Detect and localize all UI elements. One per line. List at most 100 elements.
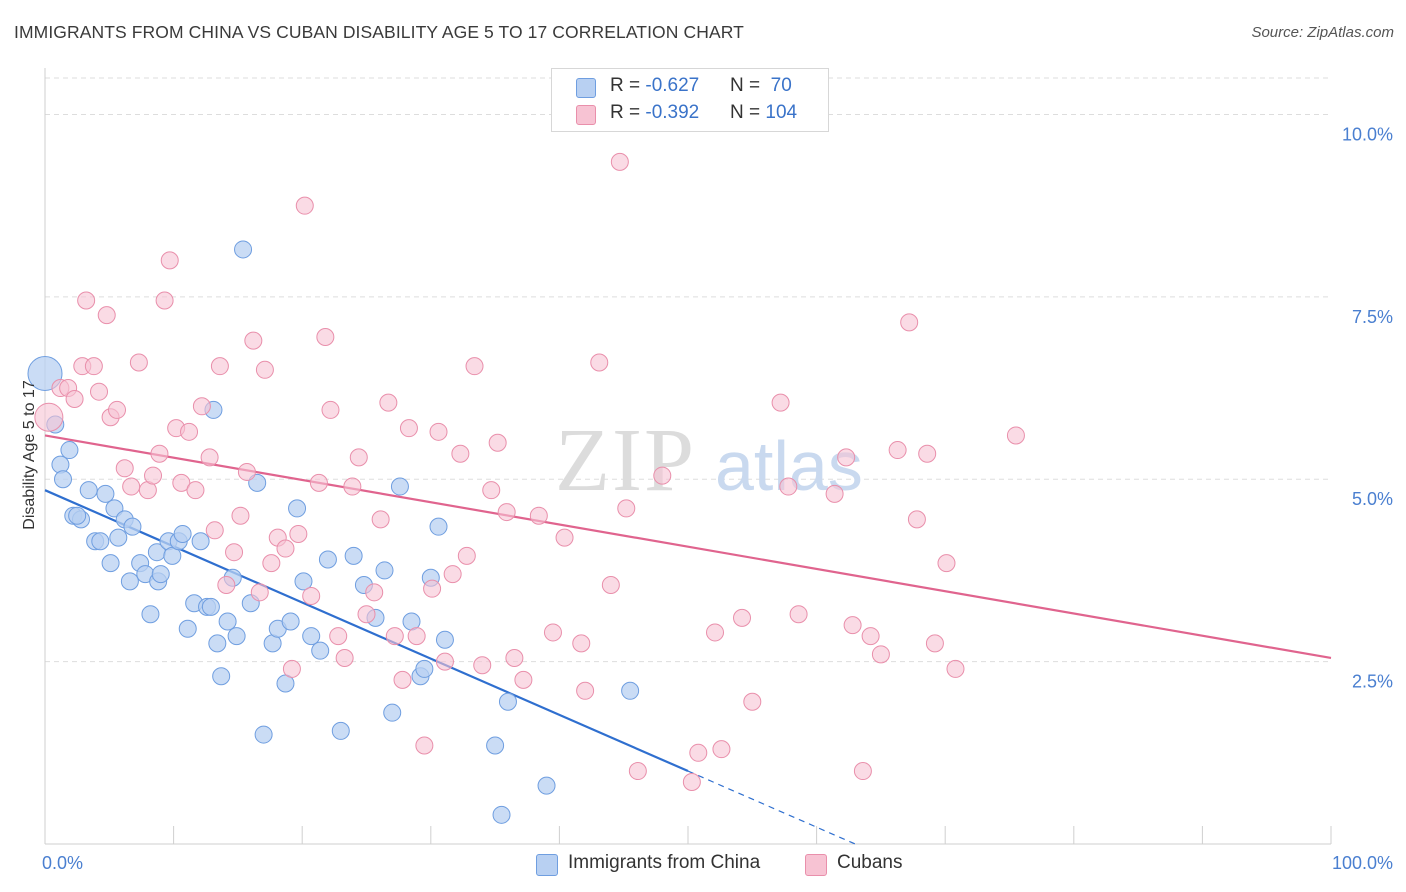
cuban-point <box>529 506 548 525</box>
cuban-point <box>316 327 335 346</box>
bottom-legend-label-china: Immigrants from China <box>568 852 761 873</box>
cuban-point <box>357 605 376 624</box>
china-point <box>54 470 73 489</box>
cuban-point <box>309 473 328 492</box>
china-point <box>151 565 170 584</box>
cuban-point <box>907 510 926 529</box>
cuban-point <box>399 419 418 438</box>
cuban-point <box>825 484 844 503</box>
china-point <box>109 528 128 547</box>
china-point <box>537 776 556 795</box>
china-point <box>492 805 511 824</box>
china-point <box>486 736 505 755</box>
china-point <box>120 572 139 591</box>
china-point <box>227 627 246 646</box>
cuban-point <box>250 583 269 602</box>
cuban-point <box>925 634 944 653</box>
cuban-point <box>349 448 368 467</box>
cuban-point <box>108 400 127 419</box>
cuban-point <box>429 422 448 441</box>
cuban-point <box>115 459 134 478</box>
cuban-point <box>1006 426 1025 445</box>
cuban-point <box>837 448 856 467</box>
cuban-point <box>771 393 790 412</box>
cuban-point <box>451 444 470 463</box>
x-tick-label-1: 100.0% <box>1332 853 1393 873</box>
legend-n-china: N = 70 <box>730 75 792 96</box>
china-point <box>178 619 197 638</box>
cuban-point <box>601 576 620 595</box>
china-point <box>123 517 142 536</box>
chart-title: IMMIGRANTS FROM CHINA VS CUBAN DISABILIT… <box>14 22 744 42</box>
cuban-point <box>34 402 64 432</box>
cuban-point <box>225 543 244 562</box>
china-point <box>60 441 79 460</box>
china-point <box>390 477 409 496</box>
y-tick-label-1: 5.0% <box>1352 489 1393 509</box>
cuban-point <box>302 586 321 605</box>
china-point <box>331 721 350 740</box>
cuban-point <box>90 382 109 401</box>
cuban-point <box>861 627 880 646</box>
cuban-point <box>97 306 116 325</box>
y-tick-label-2: 7.5% <box>1352 307 1393 327</box>
cuban-point <box>514 670 533 689</box>
china-trend-line <box>44 489 689 773</box>
china-point <box>101 554 120 573</box>
cuban-point <box>682 772 701 791</box>
cuban-point <box>733 608 752 627</box>
cuban-point <box>180 422 199 441</box>
cuban-point <box>186 481 205 500</box>
cuban-point <box>205 521 224 540</box>
china-point <box>318 550 337 569</box>
cuban-point <box>231 506 250 525</box>
tick-labels: 2.5% 5.0% 7.5% 10.0% 0.0% 100.0% <box>42 124 1393 873</box>
bottom-legend-swatch-cuban <box>805 854 827 876</box>
cuban-point <box>590 353 609 372</box>
cuban-trend-line <box>44 434 1332 660</box>
china-point <box>281 612 300 631</box>
trend-lines <box>44 434 1332 845</box>
china-point <box>51 455 70 474</box>
y-tick-label-3: 10.0% <box>1342 124 1393 144</box>
cuban-point <box>743 692 762 711</box>
china-point <box>105 499 124 518</box>
cuban-point <box>576 681 595 700</box>
cuban-point <box>210 357 229 376</box>
china-point <box>218 612 237 631</box>
cuban-point <box>385 627 404 646</box>
cuban-point <box>150 444 169 463</box>
cuban-point <box>888 441 907 460</box>
legend-row-cuban: R = -0.392 N = 104 <box>552 100 828 128</box>
cuban-point <box>276 539 295 558</box>
bottom-legend-swatch-china <box>536 854 558 876</box>
cuban-point <box>160 251 179 270</box>
cuban-point <box>435 652 454 671</box>
china-point <box>383 703 402 722</box>
cuban-point <box>712 740 731 759</box>
cuban-point <box>457 546 476 565</box>
cuban-point <box>628 762 647 781</box>
watermark-zip: ZIP <box>555 411 696 510</box>
cuban-point <box>155 291 174 310</box>
china-point <box>311 641 330 660</box>
cuban-point <box>192 397 211 416</box>
cuban-point <box>415 736 434 755</box>
china-point <box>248 473 267 492</box>
cuban-point <box>937 554 956 573</box>
china-point <box>415 659 434 678</box>
cuban-point <box>488 433 507 452</box>
source-label: Source: ZipAtlas.com <box>1251 24 1394 41</box>
y-tick-label-0: 2.5% <box>1352 672 1393 692</box>
cuban-point <box>371 510 390 529</box>
cuban-point <box>200 448 219 467</box>
cuban-point <box>393 670 412 689</box>
china-point <box>173 524 192 543</box>
china-point <box>191 532 210 551</box>
legend-r-cuban: R = -0.392 <box>610 102 700 123</box>
cuban-point <box>335 648 354 667</box>
cuban-point <box>497 503 516 522</box>
cuban-point <box>262 554 281 573</box>
cuban-point <box>482 481 501 500</box>
